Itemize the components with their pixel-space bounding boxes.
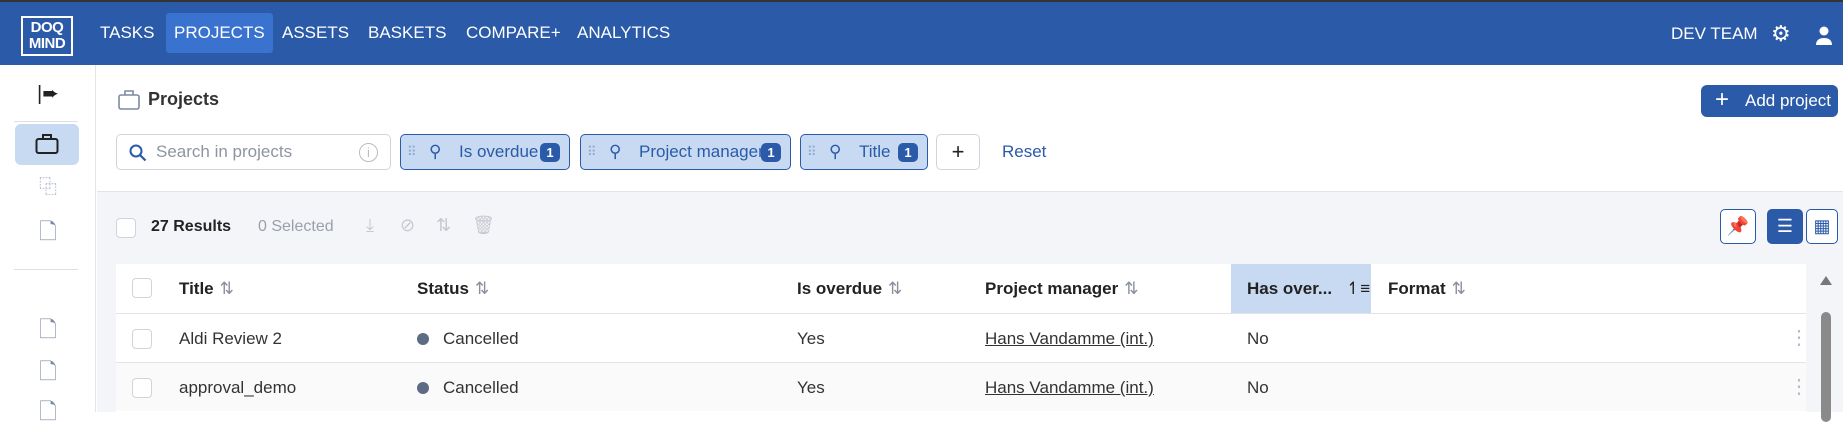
status-dot-icon [417, 333, 429, 345]
nav-projects[interactable]: PROJECTS [166, 13, 273, 53]
document-icon[interactable]: 🗋 [39, 399, 57, 424]
cell-is-overdue: Yes [797, 378, 825, 397]
column-header-title[interactable]: Title ⇅ [179, 279, 234, 298]
table-row[interactable]: Aldi Review 2 Cancelled Yes Hans Vandamm… [116, 313, 1809, 363]
cell-project-manager[interactable]: Hans Vandamme (int.) [985, 378, 1154, 397]
briefcase-icon [35, 134, 59, 154]
pin-icon[interactable]: ⚲ [429, 142, 442, 161]
filter-chip-is-overdue[interactable]: ⠿ ⚲ Is overdue 1 [400, 134, 570, 170]
row-menu-icon[interactable]: ⋮ [1789, 327, 1809, 349]
pin-icon[interactable]: ⚲ [609, 142, 622, 161]
pin-icon[interactable]: ⚲ [829, 142, 842, 161]
gear-icon[interactable]: ⚙ [1771, 21, 1791, 46]
list-view-button[interactable]: ☰ [1767, 209, 1803, 244]
chip-label: Project manager [639, 142, 764, 161]
column-header-is-overdue[interactable]: Is overdue ⇅ [797, 279, 903, 298]
sort-icon: ⇅ [474, 279, 490, 298]
nav-analytics[interactable]: ANALYTICS [577, 23, 671, 42]
add-project-label: Add project [1745, 91, 1831, 110]
cell-has-overdue: No [1247, 329, 1269, 348]
cell-status: Cancelled [417, 314, 519, 363]
divider [14, 269, 78, 270]
cell-project-manager[interactable]: Hans Vandamme (int.) [985, 329, 1154, 348]
projects-table: Title ⇅ Status ⇅ Is overdue ⇅ Project manag… [116, 264, 1809, 412]
chip-label: Is overdue [459, 142, 539, 161]
info-icon[interactable]: i [359, 143, 378, 162]
scrollbar-thumb[interactable] [1821, 312, 1831, 422]
reassign-icon[interactable]: ⇅ [436, 215, 452, 235]
cell-title[interactable]: Aldi Review 2 [179, 329, 282, 348]
drag-handle-icon[interactable]: ⠿ [407, 144, 416, 159]
reset-filters-link[interactable]: Reset [1002, 142, 1047, 161]
sidebar: |➨ ⿻ 🗋 🗋 🗋 🗋 [0, 65, 96, 424]
nav-compare[interactable]: COMPARE+ [466, 23, 561, 42]
user-icon[interactable] [1815, 26, 1833, 51]
document-more-icon[interactable]: 🗋 [39, 359, 57, 384]
row-checkbox[interactable] [132, 378, 152, 398]
add-project-button[interactable]: + Add project [1701, 85, 1838, 117]
block-icon[interactable]: ⊘ [400, 215, 416, 235]
divider [14, 121, 78, 122]
top-nav-bar: DOQ MIND TASKS PROJECTS ASSETS BASKETS CO… [0, 0, 1843, 65]
header-checkbox[interactable] [132, 278, 152, 298]
trash-icon[interactable]: 🗑 [472, 215, 495, 235]
briefcase-icon [118, 90, 140, 110]
nav-baskets[interactable]: BASKETS [368, 23, 447, 42]
column-header-format[interactable]: Format ⇅ [1388, 279, 1466, 298]
row-menu-icon[interactable]: ⋮ [1789, 376, 1809, 398]
column-header-status[interactable]: Status ⇅ [417, 279, 490, 298]
sort-icon: ⇅ [1451, 279, 1466, 298]
nav-assets[interactable]: ASSETS [282, 23, 350, 42]
chip-count-badge: 1 [540, 143, 560, 162]
sort-icon: ⇅ [888, 279, 903, 298]
cell-has-overdue: No [1247, 378, 1269, 397]
tree-icon[interactable]: ⿻ [39, 177, 57, 197]
selected-count: 0 Selected [258, 218, 334, 235]
select-all-checkbox[interactable] [116, 218, 136, 238]
row-checkbox[interactable] [132, 329, 152, 349]
logo[interactable]: DOQ MIND [21, 16, 73, 56]
sort-asc-icon: ↿≡ [1346, 279, 1371, 298]
sidebar-item-projects[interactable] [15, 124, 79, 165]
nav-tasks[interactable]: TASKS [100, 23, 155, 42]
chip-count-badge: 1 [898, 143, 918, 162]
filter-chip-project-manager[interactable]: ⠿ ⚲ Project manager 1 [580, 134, 791, 170]
document-icon[interactable]: 🗋 [39, 219, 57, 244]
sort-icon: ⇅ [1124, 279, 1139, 298]
filter-chip-title[interactable]: ⠿ ⚲ Title 1 [800, 134, 928, 170]
scroll-up-icon[interactable] [1820, 276, 1832, 285]
page-title: Projects [148, 89, 220, 109]
expand-sidebar-icon[interactable]: |➨ [37, 83, 59, 105]
plus-icon: + [1715, 86, 1730, 113]
pin-columns-button[interactable]: 📌 [1720, 209, 1756, 244]
drag-handle-icon[interactable]: ⠿ [807, 144, 816, 159]
column-header-has-overdue[interactable]: Has over... ↿≡ [1231, 264, 1371, 313]
download-icon[interactable]: ⤓ [366, 215, 374, 235]
status-dot-icon [417, 382, 429, 394]
vertical-scrollbar[interactable] [1817, 276, 1835, 422]
cell-status: Cancelled [417, 363, 519, 412]
cell-is-overdue: Yes [797, 329, 825, 348]
search-placeholder: Search in projects [156, 142, 293, 161]
grid-view-button[interactable]: ▦ [1806, 209, 1838, 244]
results-count: 27 Results [151, 218, 232, 235]
sort-icon: ⇅ [219, 279, 234, 298]
search-icon [129, 144, 147, 162]
team-selector[interactable]: DEV TEAM [1671, 24, 1758, 43]
cell-title[interactable]: approval_demo [179, 378, 297, 397]
document-settings-icon[interactable]: 🗋 [39, 317, 57, 342]
table-row[interactable]: approval_demo Cancelled Yes Hans Vandamm… [116, 362, 1809, 412]
search-input[interactable]: Search in projects i [116, 134, 391, 170]
drag-handle-icon[interactable]: ⠿ [587, 144, 596, 159]
chip-count-badge: 1 [761, 143, 781, 162]
add-filter-button[interactable]: + [936, 134, 980, 170]
column-header-project-manager[interactable]: Project manager ⇅ [985, 279, 1139, 298]
chip-label: Title [859, 142, 891, 161]
